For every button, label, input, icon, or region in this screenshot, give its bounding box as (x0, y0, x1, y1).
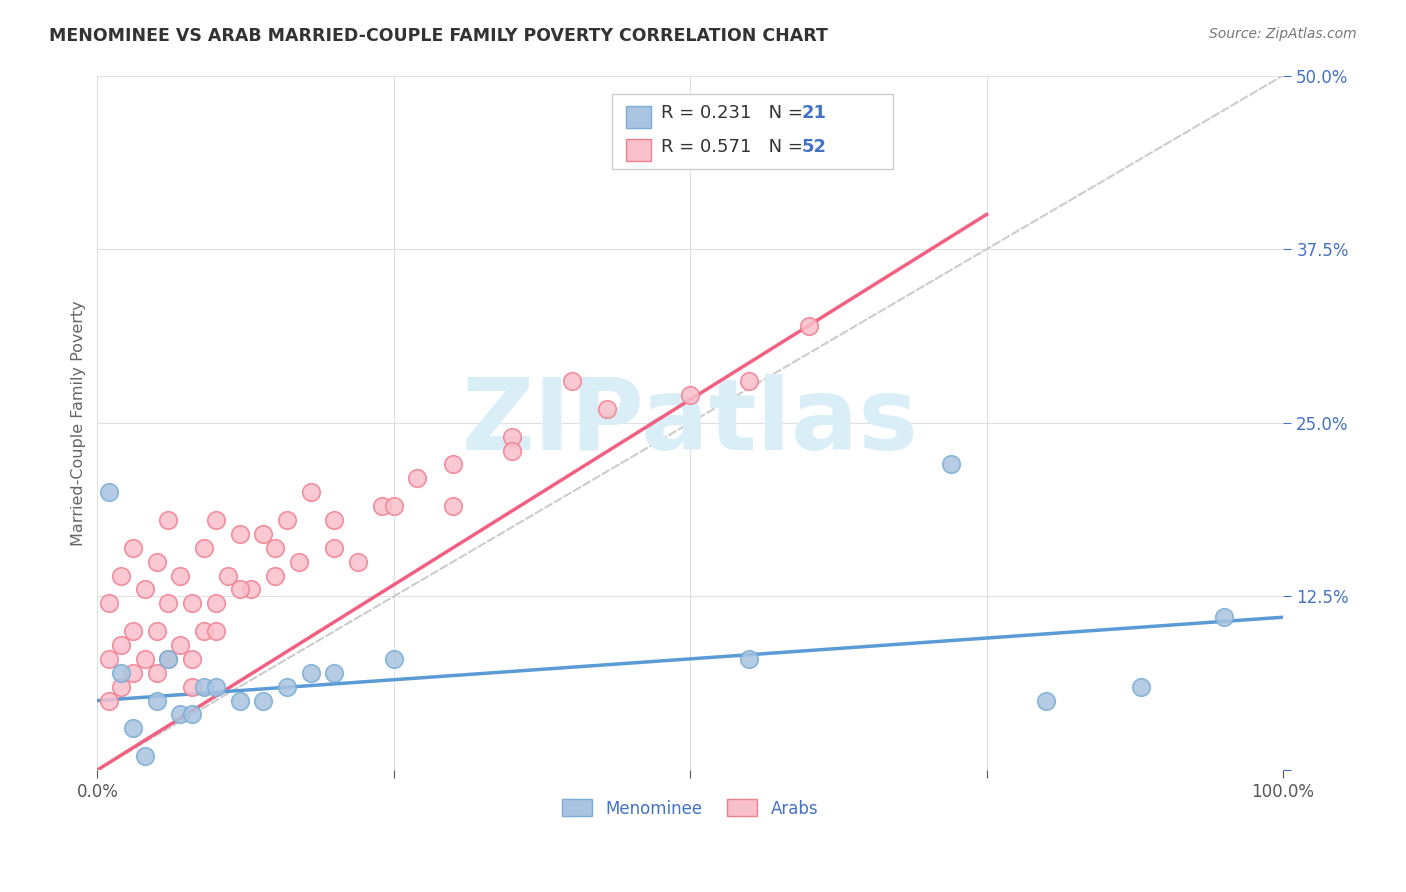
Point (406, 471, 429, 485)
Point (110, 680, 132, 694)
Point (299, 485, 322, 500)
Point (371, 499, 394, 513)
Point (738, 374, 761, 388)
Point (441, 458, 464, 472)
Point (145, 693, 167, 707)
Text: Source: ZipAtlas.com: Source: ZipAtlas.com (1209, 27, 1357, 41)
Point (98, 652, 121, 666)
Point (205, 680, 228, 694)
Point (939, 458, 962, 472)
Point (145, 555, 167, 569)
Point (98, 485, 121, 500)
Point (501, 430, 523, 444)
Point (738, 652, 761, 666)
Point (299, 665, 322, 680)
Point (157, 596, 180, 610)
Point (1035, 693, 1057, 707)
Point (323, 513, 346, 527)
Point (1212, 610, 1234, 624)
Point (145, 665, 167, 680)
Point (240, 582, 263, 597)
Point (501, 443, 523, 458)
Text: 21: 21 (801, 104, 827, 122)
Point (264, 568, 287, 582)
Point (596, 401, 619, 416)
Point (134, 582, 156, 597)
Point (228, 527, 250, 541)
Text: 52: 52 (801, 138, 827, 156)
Point (323, 665, 346, 680)
Point (252, 527, 274, 541)
Point (561, 374, 583, 388)
Point (98, 693, 121, 707)
Point (181, 707, 204, 722)
Point (193, 624, 215, 639)
Point (169, 707, 191, 722)
Text: MENOMINEE VS ARAB MARRIED-COUPLE FAMILY POVERTY CORRELATION CHART: MENOMINEE VS ARAB MARRIED-COUPLE FAMILY … (49, 27, 828, 45)
Point (110, 638, 132, 652)
Point (382, 499, 405, 513)
Point (122, 665, 145, 680)
Point (264, 541, 287, 555)
Point (205, 513, 228, 527)
Point (679, 388, 702, 402)
Point (181, 652, 204, 666)
Point (288, 555, 311, 569)
Legend: Menominee, Arabs: Menominee, Arabs (555, 793, 825, 824)
Point (157, 513, 180, 527)
Point (157, 652, 180, 666)
Point (347, 555, 370, 569)
Point (205, 624, 228, 639)
Point (382, 652, 405, 666)
Point (276, 680, 298, 694)
Point (228, 693, 250, 707)
Point (193, 541, 215, 555)
Point (157, 652, 180, 666)
Point (98, 596, 121, 610)
Point (441, 499, 464, 513)
Point (145, 624, 167, 639)
Point (205, 596, 228, 610)
Point (134, 749, 156, 764)
Point (217, 568, 239, 582)
Point (181, 680, 204, 694)
Point (797, 318, 820, 333)
Point (181, 596, 204, 610)
Point (110, 665, 132, 680)
Point (1129, 680, 1152, 694)
Point (193, 680, 215, 694)
Point (110, 568, 132, 582)
Point (323, 541, 346, 555)
Text: R = 0.571   N =: R = 0.571 N = (661, 138, 808, 156)
Point (134, 652, 156, 666)
Point (169, 568, 191, 582)
Text: R = 0.231   N =: R = 0.231 N = (661, 104, 808, 122)
Text: ZIPatlas: ZIPatlas (461, 375, 918, 471)
Point (228, 582, 250, 597)
Y-axis label: Married-Couple Family Poverty: Married-Couple Family Poverty (72, 300, 86, 546)
Point (169, 638, 191, 652)
Point (122, 624, 145, 639)
Point (122, 722, 145, 736)
Point (252, 693, 274, 707)
Point (122, 541, 145, 555)
Point (276, 513, 298, 527)
